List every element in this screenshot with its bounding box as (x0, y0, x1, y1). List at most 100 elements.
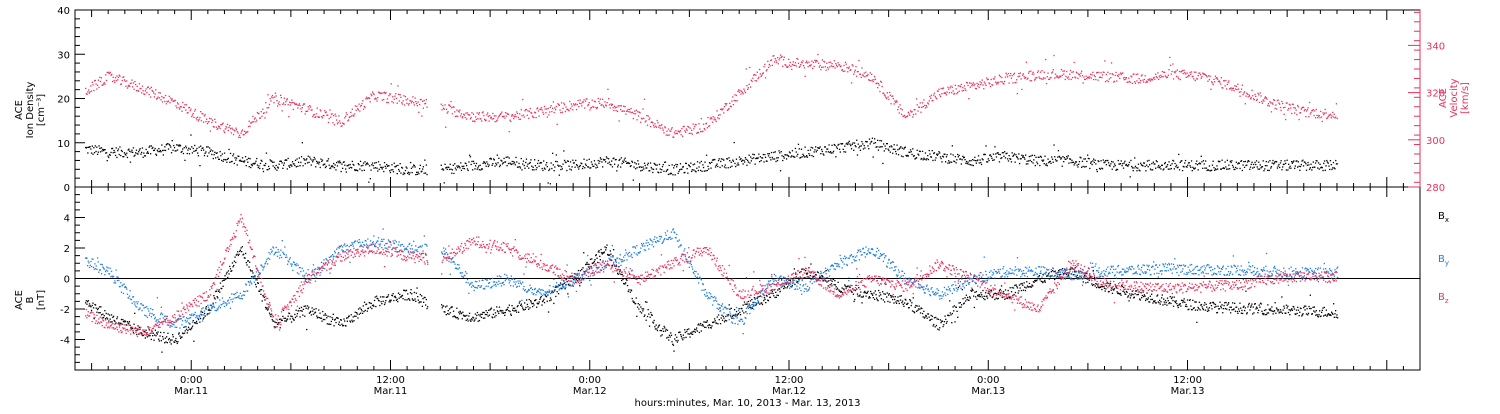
velocity-point (1019, 76, 1020, 77)
density-point (743, 160, 744, 161)
bx-point (486, 310, 487, 311)
velocity-point (600, 99, 601, 100)
bx-point (228, 273, 229, 274)
density-point (1264, 168, 1265, 169)
density-point (719, 158, 720, 159)
density-point (1319, 168, 1320, 169)
velocity-point (477, 112, 478, 113)
velocity-point (913, 114, 914, 115)
bx-point (664, 326, 665, 327)
velocity-point (815, 61, 816, 62)
bx-point (750, 300, 751, 301)
velocity-point (1257, 93, 1258, 94)
velocity-point (1200, 74, 1201, 75)
bx-point (645, 301, 646, 302)
bx-point (395, 297, 396, 298)
velocity-point (1136, 80, 1137, 81)
velocity-point (388, 95, 389, 96)
density-point (417, 174, 418, 175)
velocity-point (1006, 73, 1007, 74)
bx-point (239, 251, 240, 252)
velocity-point (557, 124, 558, 125)
density-point (864, 145, 865, 146)
velocity-point (267, 107, 268, 108)
bx-point (798, 277, 799, 278)
bx-point (354, 316, 355, 317)
velocity-point (102, 85, 103, 86)
density-point (456, 165, 457, 166)
velocity-point (1106, 80, 1107, 81)
velocity-point (787, 66, 788, 67)
bx-point (684, 329, 685, 330)
bx-point (461, 313, 462, 314)
density-point (843, 149, 844, 150)
velocity-point (609, 104, 610, 105)
density-point (364, 161, 365, 162)
velocity-point (849, 66, 850, 67)
bx-point (753, 302, 754, 303)
velocity-point (771, 59, 772, 60)
velocity-point (759, 69, 760, 70)
velocity-point (1314, 110, 1315, 111)
velocity-point (279, 104, 280, 105)
density-point (478, 166, 479, 167)
bx-point (828, 285, 829, 286)
bx-point (657, 330, 658, 331)
velocity-point (1138, 82, 1139, 83)
density-point (495, 163, 496, 164)
density-point (1122, 163, 1123, 164)
density-point (259, 168, 260, 169)
density-point (850, 145, 851, 146)
density-point (477, 169, 478, 170)
bx-point (446, 305, 447, 306)
velocity-point (1180, 79, 1181, 80)
velocity-point (725, 103, 726, 104)
density-point (1136, 170, 1137, 171)
velocity-point (1083, 76, 1084, 77)
bx-point (803, 278, 804, 279)
velocity-point (694, 126, 695, 127)
velocity-point (820, 69, 821, 70)
velocity-point (1284, 114, 1285, 115)
bx-point (389, 300, 390, 301)
bx-point (313, 314, 314, 315)
bx-point (563, 280, 564, 281)
density-point (95, 151, 96, 152)
density-point (565, 162, 566, 163)
bx-point (590, 259, 591, 260)
density-point (1153, 162, 1154, 163)
density-point (888, 149, 889, 150)
density-point (370, 178, 371, 179)
density-point (957, 154, 958, 155)
velocity-point (1322, 112, 1323, 113)
velocity-point (1108, 81, 1109, 82)
bx-point (172, 334, 173, 335)
bx-point (292, 316, 293, 317)
density-point (755, 164, 756, 165)
bx-point (640, 306, 641, 307)
bx-point (165, 338, 166, 339)
density-point (1312, 167, 1313, 168)
density-point (551, 168, 552, 169)
velocity-point (441, 109, 442, 110)
velocity-point (602, 99, 603, 100)
bx-point (541, 304, 542, 305)
velocity-point (1119, 78, 1120, 79)
density-point (835, 156, 836, 157)
density-point (290, 164, 291, 165)
velocity-point (1262, 103, 1263, 104)
bx-point (240, 247, 241, 248)
velocity-point (409, 103, 410, 104)
density-point (820, 146, 821, 147)
density-point (747, 160, 748, 161)
velocity-point (571, 106, 572, 107)
velocity-point (649, 117, 650, 118)
density-point (679, 169, 680, 170)
velocity-point (743, 93, 744, 94)
velocity-point (698, 132, 699, 133)
bx-point (86, 304, 87, 305)
velocity-point (920, 112, 921, 113)
velocity-point (176, 107, 177, 108)
density-point (815, 146, 816, 147)
density-point (361, 165, 362, 166)
